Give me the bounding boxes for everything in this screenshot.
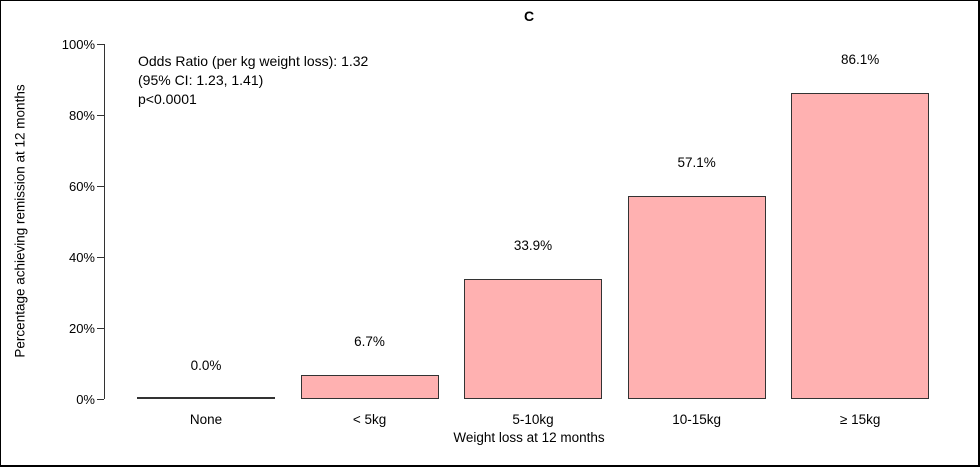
x-category-label: ≥ 15kg	[839, 412, 881, 427]
bar	[300, 375, 439, 399]
bar	[627, 196, 766, 399]
y-tick-label: 100%	[61, 37, 95, 52]
stats-annotation: Odds Ratio (per kg weight loss): 1.32 (9…	[138, 52, 368, 109]
annotation-confidence-interval: (95% CI: 1.23, 1.41)	[138, 72, 264, 88]
bar	[464, 278, 603, 399]
annotation-p-value: p<0.0001	[138, 91, 197, 107]
bar-value-label: 33.9%	[513, 237, 553, 253]
x-category-label: < 5kg	[352, 412, 387, 427]
y-tick-mark	[97, 43, 104, 45]
y-tick-label: 40%	[68, 250, 95, 265]
y-tick-label: 0%	[76, 392, 95, 407]
y-tick-mark	[97, 114, 104, 116]
y-tick-mark	[97, 327, 104, 329]
x-axis-title: Weight loss at 12 months	[453, 430, 605, 445]
y-axis-title: Percentage achieving remission at 12 mon…	[12, 84, 28, 358]
bar-value-label: 6.7%	[354, 334, 385, 350]
panel-title: C	[523, 8, 535, 24]
bar	[136, 397, 275, 399]
bar	[791, 93, 930, 399]
x-category-label: None	[189, 412, 223, 427]
x-category-label: 10-15kg	[672, 412, 721, 427]
bar-value-label: 0.0%	[190, 358, 222, 373]
y-tick-label: 80%	[68, 108, 95, 123]
bar-value-label: 86.1%	[840, 52, 880, 68]
y-tick-mark	[97, 256, 104, 258]
y-tick-label: 60%	[68, 179, 95, 194]
x-category-label: 5-10kg	[512, 412, 554, 427]
annotation-odds-ratio: Odds Ratio (per kg weight loss): 1.32	[138, 53, 369, 69]
bar-value-label: 57.1%	[677, 155, 716, 171]
y-tick-label: 20%	[68, 321, 95, 336]
plot-area: 0% 20% 40% 60% 80% 100% 0.0% None 6.7% < 5kg 33.9%…	[62, 37, 955, 427]
y-tick-mark	[97, 398, 104, 400]
y-tick-mark	[97, 185, 104, 187]
